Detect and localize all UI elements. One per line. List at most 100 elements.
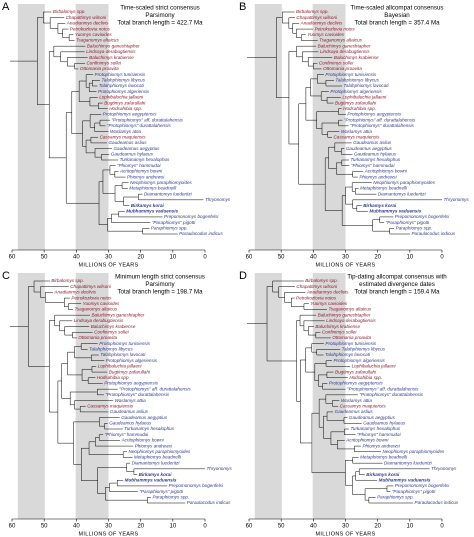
- taxon-label: Talahphiomys libycus: [335, 78, 379, 83]
- taxon-label: "Phiomys" hammudai: [117, 163, 162, 168]
- tick-label: 50: [278, 255, 285, 261]
- taxon-label: "Protophiomys" durattalahensis: [107, 123, 171, 128]
- axis-label: MILLIONS OF YEARS: [315, 262, 375, 268]
- taxon-label: Paraulacodus indicus: [187, 500, 231, 505]
- taxon-label: Paraphiomys spp.: [151, 226, 188, 231]
- tick-label: 30: [105, 255, 112, 261]
- tick-label: 10: [169, 524, 176, 530]
- taxon-label: Tsaganomys altaicus: [74, 307, 117, 312]
- taxon-label: Metaphiomys beadnelli: [360, 186, 408, 191]
- taxon-label: Waslamys attia: [341, 398, 373, 403]
- taxon-label: Bugtimys zafarullahi: [335, 100, 377, 105]
- tick-label: 20: [374, 255, 381, 261]
- taxon-label: Paraphiomys spp.: [377, 495, 414, 500]
- panel: D Tip-dating allcompat consensus withesti…: [239, 270, 459, 537]
- taxon-label: Gaudeamus aslius: [110, 409, 149, 414]
- taxon-label: Lindsaya derabugtiensis: [320, 49, 370, 54]
- panel-title: estimated divergence dates: [359, 281, 435, 288]
- taxon-label: Neophiomys paraphiomyoides: [129, 449, 191, 454]
- taxon-label: Baluchimys ganeshtapher: [87, 43, 140, 48]
- taxon-label: Anadianmys declivis: [306, 290, 349, 295]
- tick-label: 50: [278, 524, 285, 530]
- tick-label: 10: [406, 524, 413, 530]
- taxon-label: Paraphiomys spp.: [152, 495, 189, 500]
- taxon-label: Chapattimys wilsoni: [70, 284, 112, 289]
- taxon-label: Waslamys attia: [110, 129, 142, 134]
- taxon-label: Turkanamys hexalophus: [350, 157, 400, 162]
- tick-label: 50: [41, 524, 48, 530]
- taxon-label: "Protophiomys" durattalahensis: [350, 123, 414, 128]
- taxon-label: Confinimys sollei: [94, 329, 129, 334]
- tick-label: 40: [73, 524, 80, 530]
- taxon-label: Talahphiomys libycus: [342, 347, 386, 352]
- taxon-label: Protophiomys tunisiensis: [99, 341, 151, 346]
- axis-label: MILLIONS OF YEARS: [78, 262, 138, 268]
- taxon-label: Thryonomys: [205, 197, 231, 202]
- taxon-label: Hodsahibia spp.: [97, 375, 130, 380]
- taxon-label: Neophiomys paraphiomyoides: [383, 449, 445, 454]
- panel-title: Bayesian: [384, 12, 410, 19]
- tick-label: 20: [137, 255, 144, 261]
- epoch-band: [312, 4, 346, 250]
- taxon-label: "Phiomys" hammudai: [357, 432, 402, 437]
- taxon-label: Gaudeamus hylaeus: [354, 152, 397, 157]
- taxon-label: Bugtimys zafarullahi: [104, 100, 146, 105]
- taxon-label: Talahphiomys lavocati: [325, 352, 371, 357]
- axis-label: MILLIONS OF YEARS: [315, 531, 375, 537]
- epoch-band: [254, 4, 282, 250]
- taxon-label: Metaphiomys beadnelli: [360, 455, 408, 460]
- taxon-label: Gaudeamus aegyptius: [121, 415, 168, 420]
- tick-label: 20: [374, 524, 381, 530]
- taxon-label: Mubhammys vaduensis: [369, 208, 421, 213]
- taxon-label: Protophiomys algeriensis: [333, 358, 385, 363]
- taxon-label: Yuomys cavioides: [307, 32, 345, 37]
- panel-title: Total branch length = 198.7 Ma: [117, 289, 203, 296]
- taxon-label: Baluchimys ganeshtapher: [318, 312, 371, 317]
- taxon-label: Lindsaya derabugtiensis: [326, 318, 376, 323]
- tick-label: 60: [246, 524, 253, 530]
- taxon-label: Prepomonomys bogenfelsi: [164, 214, 219, 219]
- taxon-label: Bugtimys zafarullahi: [109, 369, 151, 374]
- tick-label: 60: [9, 255, 16, 261]
- taxon-label: Anadianmys declivis: [66, 21, 109, 26]
- taxon-label: Protophiomys aegyptensis: [329, 381, 384, 386]
- taxon-label: Metaphiomys beadnelli: [134, 455, 182, 460]
- tick-label: 0: [203, 255, 207, 261]
- panel-letter: B: [239, 1, 246, 13]
- taxon-label: Mubhammys vaduensis: [125, 477, 177, 482]
- taxon-label: Talahphiomys libycus: [102, 78, 146, 83]
- panel-letter: D: [239, 270, 247, 282]
- epoch-band: [75, 4, 109, 250]
- tick-label: 50: [41, 255, 48, 261]
- taxon-label: Birbalomys spp.: [51, 278, 84, 283]
- taxon-label: Talahphiomys lavocati: [99, 83, 145, 88]
- taxon-label: Phiomys andrewsi: [359, 174, 397, 179]
- taxon-label: Cassamys maquiensis: [333, 134, 380, 139]
- taxon-label: Birkamys korai: [131, 203, 165, 208]
- taxon-label: Gaudeamus aslius: [353, 140, 392, 145]
- taxon-label: Ottomania proavita: [78, 335, 117, 340]
- taxon-label: Ottomania proavita: [323, 66, 362, 71]
- taxon-label: Diamantomys luederitzi: [132, 460, 181, 465]
- panel-title: Time-scaled strict consensus: [120, 5, 200, 12]
- taxon-label: Birbalomys spp.: [296, 9, 329, 14]
- taxon-label: Yuomys cavioides: [310, 301, 348, 306]
- taxon-label: Paraulacodus indicus: [411, 231, 455, 236]
- taxon-label: Ottomania proavita: [332, 335, 371, 340]
- taxon-label: Baluchimys krabiense: [89, 55, 134, 60]
- taxon-label: Thryonomys: [431, 466, 457, 471]
- taxon-label: Thryonomys: [207, 466, 233, 471]
- taxon-label: Waslamys attia: [341, 129, 373, 134]
- taxon-label: Baluchimys krabiense: [334, 55, 379, 60]
- taxon-label: "Paraphiomys" pigotti: [139, 489, 184, 494]
- taxon-label: Protophiomys aegyptensis: [104, 381, 159, 386]
- tick-label: 0: [440, 255, 444, 261]
- taxon-label: Lindsaya derabugtiensis: [74, 318, 124, 323]
- taxon-label: Gaudeamus aslius: [108, 140, 147, 145]
- tick-label: 60: [246, 255, 253, 261]
- tick-label: 60: [9, 524, 16, 530]
- taxon-label: Birkamys korai: [366, 472, 400, 477]
- taxon-label: Protophiomys aegyptensis: [103, 112, 158, 117]
- panel-title: Parsimony: [145, 12, 175, 19]
